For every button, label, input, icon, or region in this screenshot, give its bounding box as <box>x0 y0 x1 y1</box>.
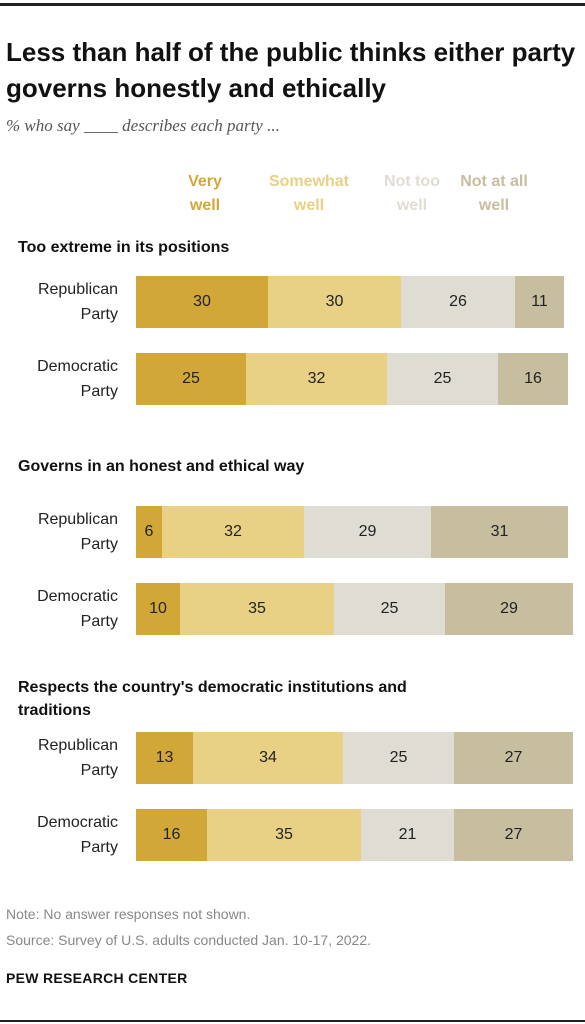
row-label-line: Party <box>80 762 118 779</box>
legend-label-line: Not too <box>384 173 440 190</box>
bar-value-label: 13 <box>155 749 174 766</box>
bar-value-label: 31 <box>490 523 509 540</box>
bar-value-label: 21 <box>398 826 417 843</box>
bar-segment: 16 <box>136 809 207 861</box>
bar-segment: 30 <box>268 276 401 328</box>
bar-value-label: 16 <box>524 370 542 387</box>
bar-segment: 25 <box>334 583 445 635</box>
bar-segment: 35 <box>207 809 361 861</box>
chart-subtitle: % who say ____ describes each party ... <box>6 116 280 135</box>
bar-value-label: 35 <box>275 826 293 843</box>
legend-label-line: well <box>396 197 428 214</box>
legend-label-line: well <box>293 197 325 214</box>
bar-value-label: 29 <box>358 523 377 540</box>
legend-item: Somewhat well <box>254 170 364 218</box>
legend-label-line: well <box>478 197 510 214</box>
bar-segment: 13 <box>136 732 193 784</box>
row-label-line: Republican <box>37 281 118 298</box>
bar-value-label: 35 <box>248 600 266 617</box>
row-label-line: Party <box>80 383 118 400</box>
source-text: Source: Survey of U.S. adults conducted … <box>6 932 371 948</box>
legend-label-line: Very <box>188 173 222 190</box>
row-label-line: Democratic <box>37 588 118 605</box>
bar-value-label: 16 <box>162 826 181 843</box>
bar-segment: 32 <box>162 506 304 558</box>
bar-segment: 21 <box>361 809 454 861</box>
bar-segment: 27 <box>454 732 573 784</box>
bar-value-label: 29 <box>500 600 518 617</box>
bar-segment: 11 <box>515 276 564 328</box>
section-label: Too extreme in its positions <box>18 239 230 256</box>
bar-segment: 26 <box>401 276 515 328</box>
row-label: Democratic Party <box>0 584 118 634</box>
bar-segment: 27 <box>454 809 573 861</box>
bar-segment: 29 <box>445 583 573 635</box>
bar-value-label: 25 <box>433 370 452 387</box>
brand-logo-text: PEW RESEARCH CENTER <box>6 970 188 986</box>
bar-value-label: 25 <box>182 370 200 387</box>
bar-segment: 35 <box>180 583 334 635</box>
section-label: Governs in an honest and ethical way <box>18 458 305 475</box>
bar-segment: 16 <box>498 353 568 405</box>
row-label: Democratic Party <box>0 354 118 404</box>
row-label-line: Party <box>80 613 118 630</box>
legend-item: Not at all well <box>449 170 539 218</box>
bar-value-label: 26 <box>449 293 467 310</box>
bar-value-label: 32 <box>307 370 326 387</box>
row-label-line: Party <box>80 839 118 856</box>
row-label: Democratic Party <box>0 810 118 860</box>
row-label-line: Republican <box>37 737 118 754</box>
bar-value-label: 32 <box>224 523 242 540</box>
note-text: Note: No answer responses not shown. <box>6 906 251 922</box>
bar-segment: 25 <box>387 353 498 405</box>
row-label-line: Democratic <box>37 358 118 375</box>
row-label-line: Party <box>80 306 118 323</box>
bar-segment: 25 <box>136 353 246 405</box>
bar-segment: 6 <box>136 506 162 558</box>
bar-segment: 25 <box>343 732 454 784</box>
row-label-line: Party <box>80 536 118 553</box>
bar-value-label: 27 <box>504 826 523 843</box>
legend-item: Very well <box>165 170 245 218</box>
bar-value-label: 25 <box>380 600 399 617</box>
row-label-line: Democratic <box>37 814 118 831</box>
bar-value-label: 34 <box>259 749 277 766</box>
row-label: Republican Party <box>0 277 118 327</box>
legend-label-line: Not at all <box>460 173 528 190</box>
bar-segment: 31 <box>431 506 568 558</box>
top-rule <box>0 3 585 6</box>
legend-label-line: Somewhat <box>268 173 349 190</box>
bar-value-label: 11 <box>531 293 548 310</box>
bar-value-label: 27 <box>504 749 523 766</box>
bar-segment: 30 <box>136 276 268 328</box>
bar-value-label: 25 <box>389 749 408 766</box>
bar-segment: 10 <box>136 583 180 635</box>
bar-value-label: 30 <box>325 293 344 310</box>
row-label: Republican Party <box>0 507 118 557</box>
bar-segment: 32 <box>246 353 387 405</box>
row-label-line: Republican <box>37 511 118 528</box>
row-label: Republican Party <box>0 733 118 783</box>
legend-item: Not too well <box>372 170 452 218</box>
legend-label-line: well <box>189 197 221 214</box>
chart-title: Less than half of the public thinks eith… <box>6 37 576 103</box>
bar-value-label: 30 <box>193 293 211 310</box>
bar-segment: 29 <box>304 506 431 558</box>
bar-value-label: 6 <box>144 523 154 540</box>
bar-value-label: 10 <box>149 600 167 617</box>
section-label: Respects the country's democratic instit… <box>18 679 407 719</box>
bottom-rule <box>0 1020 585 1022</box>
bar-segment: 34 <box>193 732 343 784</box>
